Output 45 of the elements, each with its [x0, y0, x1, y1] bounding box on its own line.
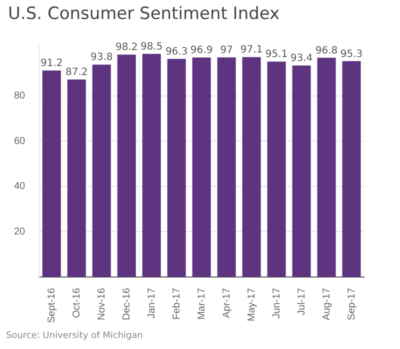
- x-tick-label: Jun-17: [271, 288, 282, 319]
- bar: [342, 61, 361, 277]
- x-tick-label: Dec-16: [121, 288, 132, 320]
- x-tick-label: Sep-17: [346, 288, 358, 320]
- data-label: 91.2: [40, 58, 63, 70]
- data-label: 95.3: [340, 48, 363, 60]
- data-label: 87.2: [65, 67, 88, 78]
- bar: [217, 57, 236, 277]
- data-label: 98.5: [140, 42, 163, 53]
- x-tick-label: Aug-17: [321, 288, 332, 320]
- y-tick-label: 40: [14, 181, 26, 192]
- data-label: 96.9: [190, 45, 213, 56]
- bar: [167, 58, 186, 277]
- x-tick-label: May-17: [246, 288, 258, 322]
- data-label: 97: [220, 44, 233, 56]
- data-label: 98.2: [115, 42, 138, 54]
- bar: [267, 62, 286, 277]
- x-tick-label: Mar-17: [196, 288, 208, 320]
- x-tick-label: Oct-16: [71, 288, 82, 318]
- data-label: 97.1: [240, 44, 263, 56]
- bar: [117, 54, 136, 277]
- y-tick-label: 60: [14, 136, 26, 147]
- x-tick-label: Feb-17: [171, 288, 182, 320]
- y-tick-label: 80: [14, 90, 26, 102]
- bar: [92, 64, 111, 277]
- bar: [317, 58, 336, 277]
- data-label: 96.3: [165, 46, 188, 58]
- x-tick-label: Apr-17: [221, 288, 232, 318]
- data-label: 96.8: [315, 45, 338, 56]
- bar: [67, 80, 86, 277]
- data-label: 95.1: [265, 49, 288, 60]
- bar: [192, 58, 211, 277]
- bar: [292, 65, 311, 277]
- data-label: 93.4: [290, 53, 313, 64]
- x-tick-label: Sept-16: [46, 288, 58, 324]
- chart-title: U.S. Consumer Sentiment Index: [8, 4, 280, 24]
- x-tick-label: Jan-17: [146, 288, 158, 319]
- data-label: 93.8: [90, 52, 113, 64]
- x-tick-label: Nov-16: [96, 288, 108, 320]
- y-tick-label: 20: [14, 226, 26, 238]
- x-tick-label: Jul-17: [296, 288, 308, 316]
- bar: [42, 70, 61, 277]
- bar: [142, 54, 161, 277]
- source-note: Source: University of Michigan: [6, 331, 143, 341]
- bar: [242, 57, 261, 277]
